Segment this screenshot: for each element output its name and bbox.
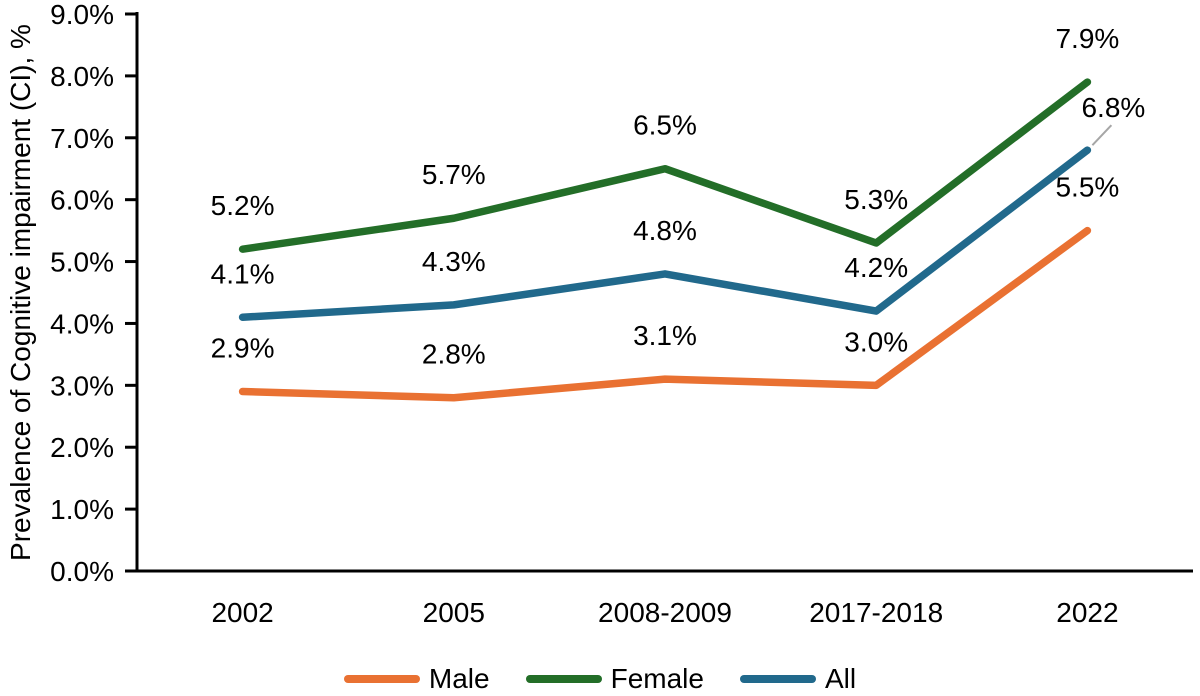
data-label-female-2008-2009: 6.5% (633, 110, 697, 141)
legend-item-all: All (739, 663, 857, 694)
legend-swatch-all (739, 675, 816, 683)
data-label-all-2005: 4.3% (422, 246, 486, 277)
data-label-male-2022: 5.5% (1055, 172, 1119, 203)
y-tick-label: 6.0% (50, 185, 114, 216)
data-label-all-2002: 4.1% (211, 258, 275, 289)
y-tick-label: 7.0% (50, 123, 114, 154)
data-label-all-2022: 6.8% (1081, 92, 1145, 123)
data-label-male-2008-2009: 3.1% (633, 320, 697, 351)
legend-item-female: Female (525, 663, 704, 694)
y-tick-label: 9.0% (50, 0, 114, 30)
y-axis-title: Prevalence of Cognitive impairment (CI),… (5, 24, 36, 561)
series-line-all (238, 146, 1092, 322)
legend-item-male: Male (343, 663, 490, 694)
y-tick-label: 1.0% (50, 494, 114, 525)
y-tick-label: 2.0% (50, 432, 114, 463)
data-label-female-2022: 7.9% (1055, 23, 1119, 54)
data-label-male-2017-2018: 3.0% (844, 326, 908, 357)
data-label-female-2002: 5.2% (211, 190, 275, 221)
data-label-female-2005: 5.7% (422, 159, 486, 190)
y-tick-label: 4.0% (50, 308, 114, 339)
legend-label-male: Male (428, 663, 490, 694)
y-tick-label: 5.0% (50, 247, 114, 278)
y-tick-label: 8.0% (50, 61, 114, 92)
data-label-female-2017-2018: 5.3% (844, 184, 908, 215)
legend-swatch-female (525, 675, 602, 683)
x-category-label: 2022 (1056, 597, 1118, 628)
x-category-label: 2005 (423, 597, 485, 628)
chart-legend: Male Female All (0, 662, 1200, 696)
data-label-all-2017-2018: 4.2% (844, 252, 908, 283)
legend-label-female: Female (610, 663, 704, 694)
data-label-male-2002: 2.9% (211, 333, 275, 364)
legend-label-all: All (824, 663, 857, 694)
y-tick-label: 3.0% (50, 370, 114, 401)
series-line-male (238, 226, 1092, 402)
series-line-female (238, 78, 1092, 253)
x-category-label: 2002 (211, 597, 273, 628)
x-category-label: 2008-2009 (598, 597, 732, 628)
y-tick-label: 0.0% (50, 556, 114, 587)
data-label-leader-line (1091, 124, 1113, 146)
data-label-male-2005: 2.8% (422, 339, 486, 370)
legend-swatch-male (343, 675, 420, 683)
prevalence-line-chart: 0.0% 1.0% 2.0% 3.0% 4.0% 5.0% 6.0% 7.0% 8.0% 9.0%… (5, 0, 1193, 628)
data-label-all-2008-2009: 4.8% (633, 215, 697, 246)
x-category-label: 2017-2018 (809, 597, 943, 628)
